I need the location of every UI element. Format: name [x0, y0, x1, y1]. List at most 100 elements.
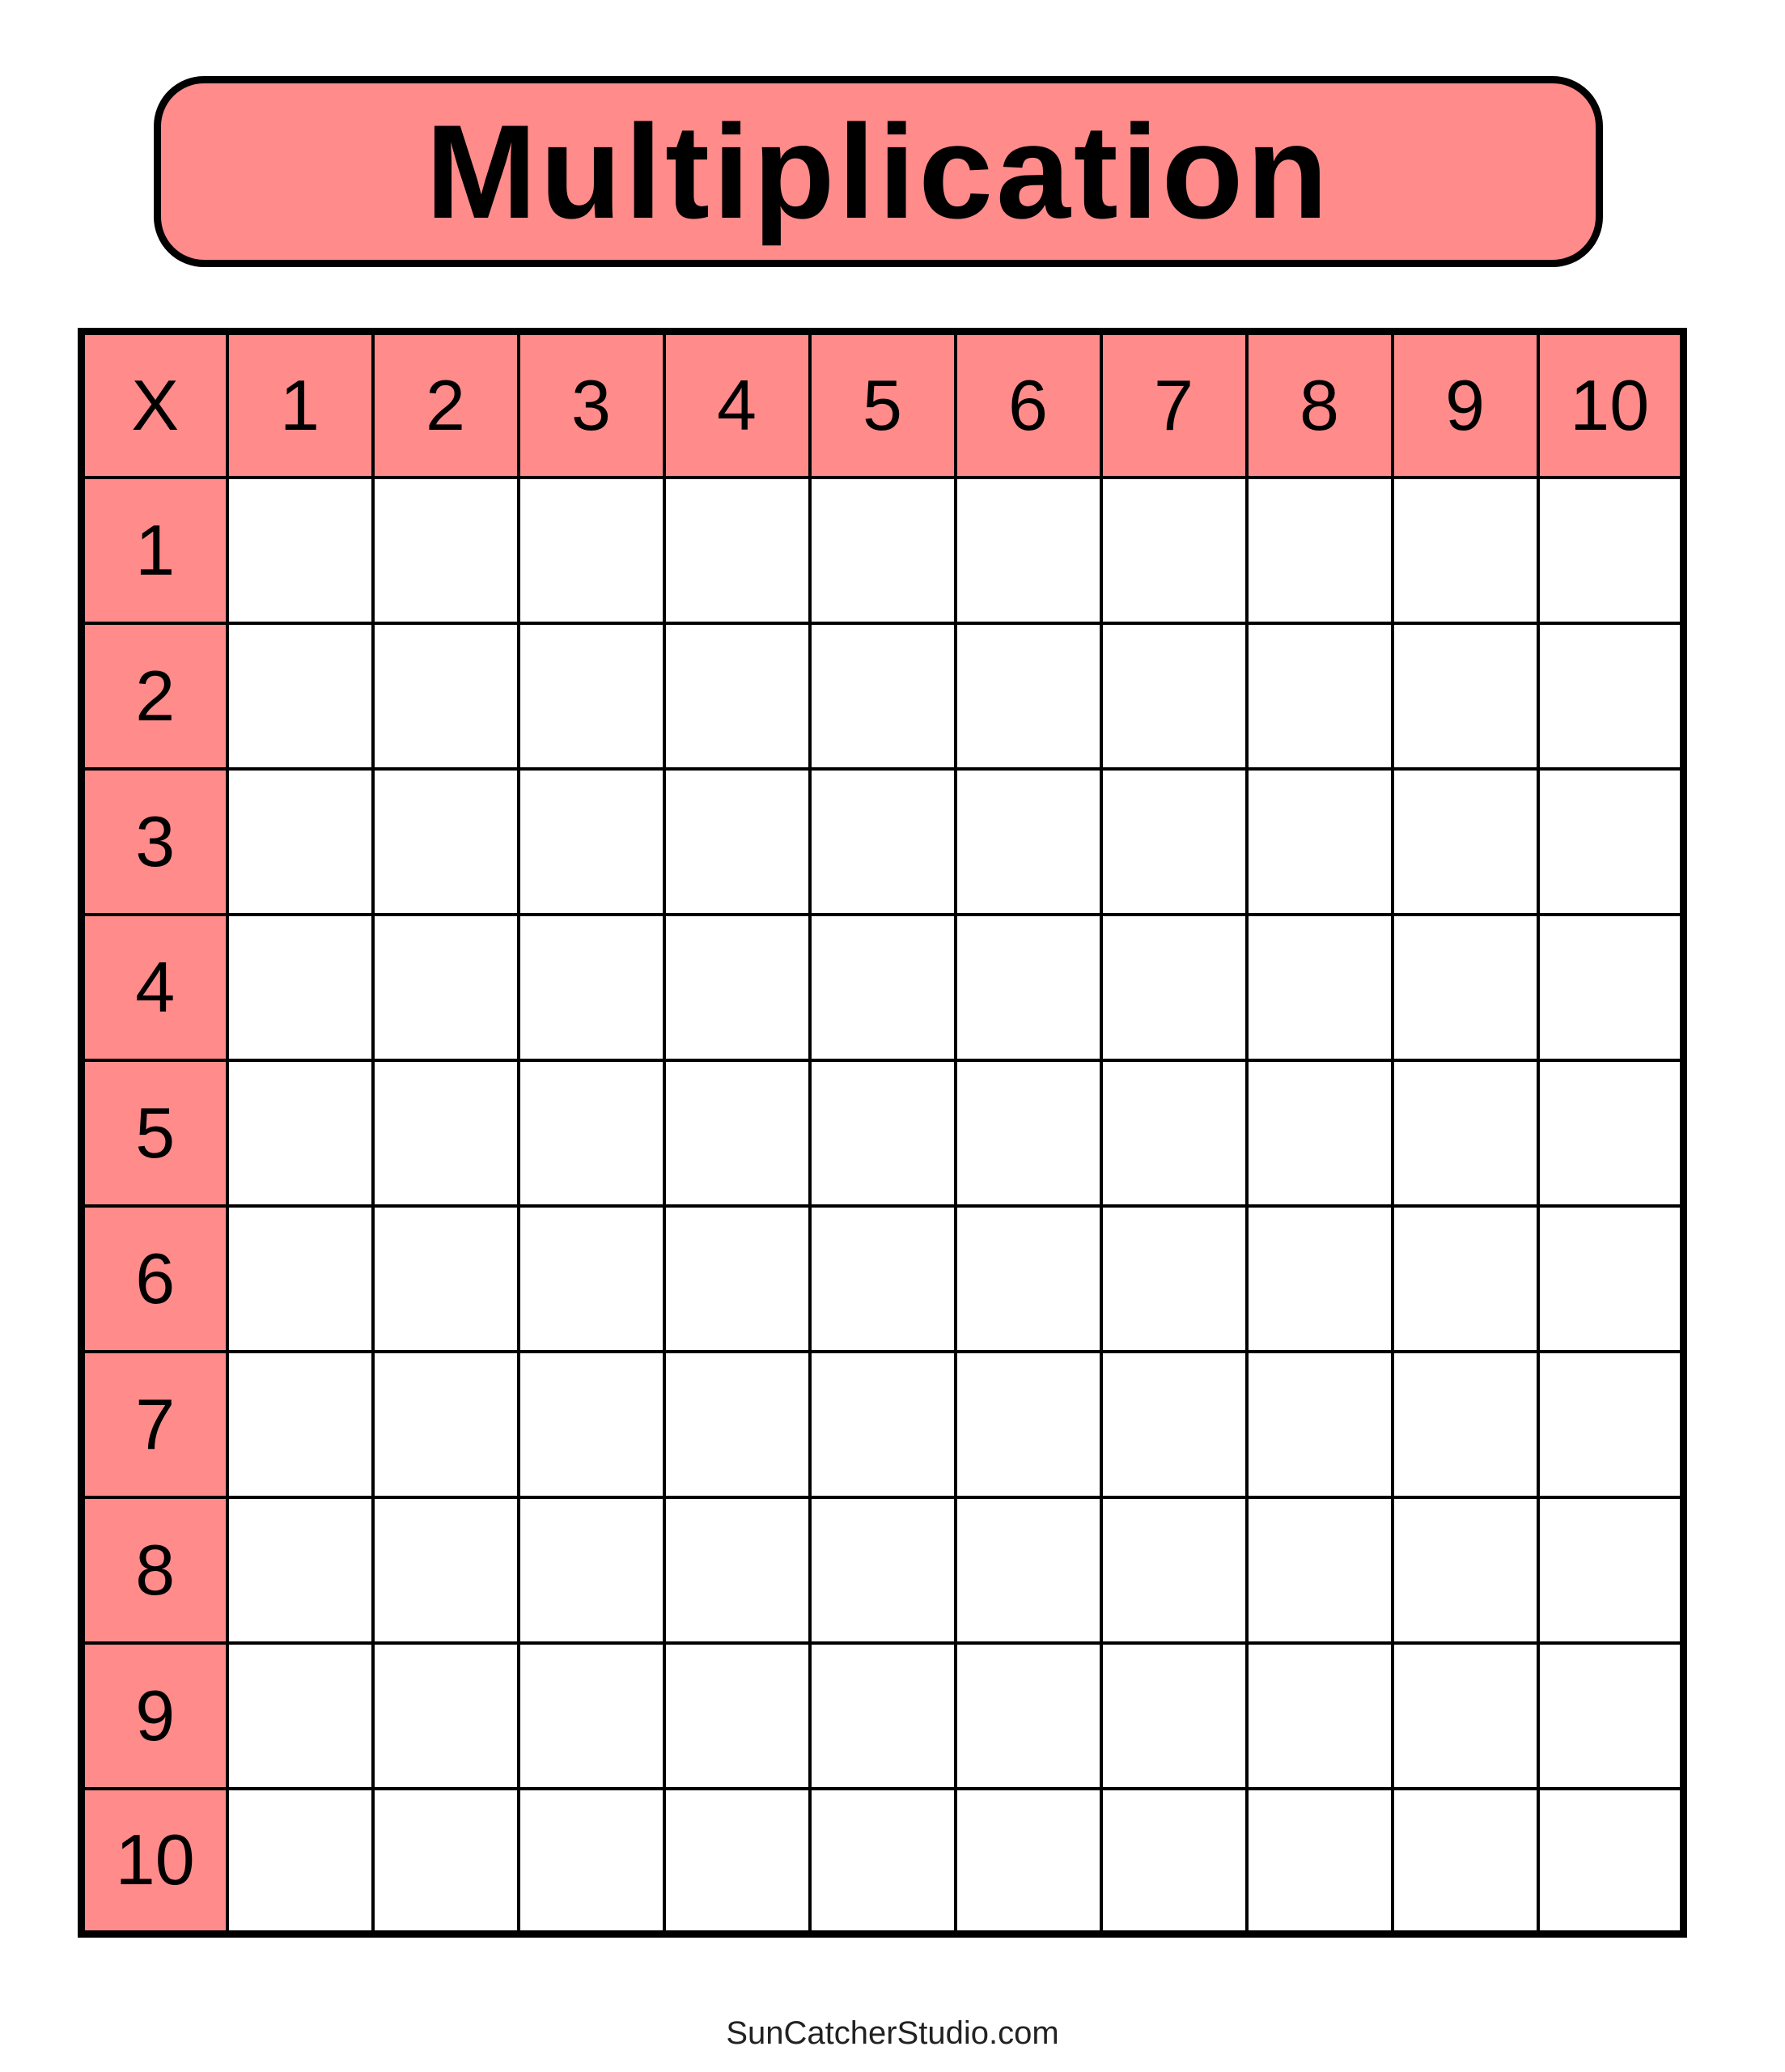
answer-cell[interactable]	[225, 475, 375, 625]
answer-cell[interactable]	[1390, 1349, 1540, 1499]
answer-cell[interactable]	[662, 912, 812, 1062]
answer-cell[interactable]	[662, 1058, 812, 1208]
answer-cell[interactable]	[808, 1786, 957, 1936]
answer-cell[interactable]	[371, 1058, 520, 1208]
answer-cell[interactable]	[953, 766, 1103, 916]
answer-cell[interactable]	[225, 1786, 375, 1936]
answer-cell[interactable]	[808, 1204, 957, 1353]
answer-cell[interactable]	[1536, 1204, 1685, 1353]
answer-cell[interactable]	[1244, 1786, 1394, 1936]
answer-cell[interactable]	[1244, 1495, 1394, 1645]
answer-cell[interactable]	[1390, 1495, 1540, 1645]
answer-cell[interactable]	[516, 1641, 666, 1790]
answer-cell[interactable]	[1536, 912, 1685, 1062]
answer-cell[interactable]	[808, 1495, 957, 1645]
answer-cell[interactable]	[1099, 1349, 1249, 1499]
answer-cell[interactable]	[1099, 1495, 1249, 1645]
answer-cell[interactable]	[808, 475, 957, 625]
answer-cell[interactable]	[1390, 1058, 1540, 1208]
answer-cell[interactable]	[808, 912, 957, 1062]
answer-cell[interactable]	[1099, 766, 1249, 916]
answer-cell[interactable]	[225, 1058, 375, 1208]
answer-cell[interactable]	[808, 1058, 957, 1208]
answer-cell[interactable]	[1536, 475, 1685, 625]
answer-cell[interactable]	[1536, 1495, 1685, 1645]
answer-cell[interactable]	[516, 1786, 666, 1936]
answer-cell[interactable]	[953, 1786, 1103, 1936]
answer-cell[interactable]	[662, 1641, 812, 1790]
answer-cell[interactable]	[662, 1786, 812, 1936]
answer-cell[interactable]	[1099, 621, 1249, 771]
answer-cell[interactable]	[225, 1641, 375, 1790]
answer-cell[interactable]	[371, 1349, 520, 1499]
answer-cell[interactable]	[1536, 1058, 1685, 1208]
answer-cell[interactable]	[1390, 475, 1540, 625]
answer-cell[interactable]	[1244, 1204, 1394, 1353]
answer-cell[interactable]	[1099, 1204, 1249, 1353]
answer-cell[interactable]	[808, 1349, 957, 1499]
answer-cell[interactable]	[225, 1495, 375, 1645]
answer-cell[interactable]	[953, 621, 1103, 771]
answer-cell[interactable]	[371, 912, 520, 1062]
answer-cell[interactable]	[371, 621, 520, 771]
answer-cell[interactable]	[1099, 912, 1249, 1062]
answer-cell[interactable]	[225, 1204, 375, 1353]
answer-cell[interactable]	[808, 766, 957, 916]
answer-cell[interactable]	[953, 475, 1103, 625]
answer-cell[interactable]	[1244, 1349, 1394, 1499]
answer-cell[interactable]	[953, 912, 1103, 1062]
answer-cell[interactable]	[371, 1786, 520, 1936]
answer-cell[interactable]	[662, 1204, 812, 1353]
answer-cell[interactable]	[516, 1495, 666, 1645]
answer-cell[interactable]	[225, 621, 375, 771]
answer-cell[interactable]	[516, 1204, 666, 1353]
answer-cell[interactable]	[1099, 1786, 1249, 1936]
answer-cell[interactable]	[662, 1349, 812, 1499]
answer-cell[interactable]	[1099, 1058, 1249, 1208]
answer-cell[interactable]	[953, 1641, 1103, 1790]
answer-cell[interactable]	[225, 1349, 375, 1499]
answer-cell[interactable]	[808, 1641, 957, 1790]
answer-cell[interactable]	[371, 1495, 520, 1645]
answer-cell[interactable]	[1390, 912, 1540, 1062]
answer-cell[interactable]	[662, 1495, 812, 1645]
answer-cell[interactable]	[225, 766, 375, 916]
answer-cell[interactable]	[1536, 1349, 1685, 1499]
answer-cell[interactable]	[516, 1349, 666, 1499]
answer-cell[interactable]	[1390, 766, 1540, 916]
answer-cell[interactable]	[953, 1495, 1103, 1645]
answer-cell[interactable]	[371, 1641, 520, 1790]
answer-cell[interactable]	[953, 1058, 1103, 1208]
answer-cell[interactable]	[1536, 621, 1685, 771]
answer-cell[interactable]	[1390, 1204, 1540, 1353]
answer-cell[interactable]	[1099, 1641, 1249, 1790]
answer-cell[interactable]	[1536, 1786, 1685, 1936]
answer-cell[interactable]	[371, 475, 520, 625]
answer-cell[interactable]	[1536, 766, 1685, 916]
answer-cell[interactable]	[662, 621, 812, 771]
answer-cell[interactable]	[371, 766, 520, 916]
answer-cell[interactable]	[516, 766, 666, 916]
answer-cell[interactable]	[1244, 912, 1394, 1062]
answer-cell[interactable]	[516, 1058, 666, 1208]
answer-cell[interactable]	[1099, 475, 1249, 625]
answer-cell[interactable]	[662, 766, 812, 916]
answer-cell[interactable]	[1244, 766, 1394, 916]
answer-cell[interactable]	[1244, 475, 1394, 625]
answer-cell[interactable]	[225, 912, 375, 1062]
answer-cell[interactable]	[516, 475, 666, 625]
answer-cell[interactable]	[662, 475, 812, 625]
answer-cell[interactable]	[371, 1204, 520, 1353]
answer-cell[interactable]	[1536, 1641, 1685, 1790]
answer-cell[interactable]	[953, 1204, 1103, 1353]
answer-cell[interactable]	[1390, 621, 1540, 771]
answer-cell[interactable]	[1390, 1641, 1540, 1790]
answer-cell[interactable]	[516, 912, 666, 1062]
answer-cell[interactable]	[808, 621, 957, 771]
answer-cell[interactable]	[1244, 621, 1394, 771]
answer-cell[interactable]	[1244, 1641, 1394, 1790]
answer-cell[interactable]	[1390, 1786, 1540, 1936]
answer-cell[interactable]	[1244, 1058, 1394, 1208]
answer-cell[interactable]	[516, 621, 666, 771]
answer-cell[interactable]	[953, 1349, 1103, 1499]
